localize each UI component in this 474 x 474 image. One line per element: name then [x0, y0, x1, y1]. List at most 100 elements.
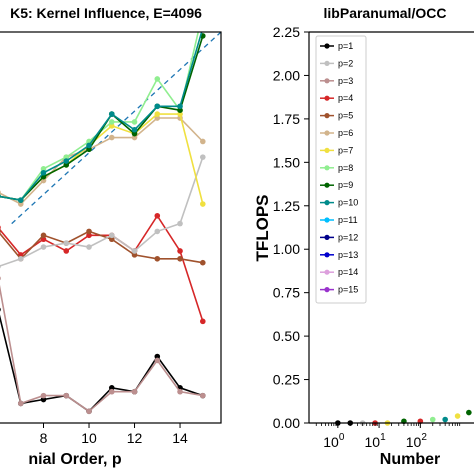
legend-label: p=1 [338, 41, 353, 51]
left-series-line-6 [0, 117, 204, 205]
right-x-tick-base: 10 [323, 434, 339, 450]
right-y-tick-label: 2.25 [273, 24, 300, 40]
left-series-line-4 [0, 230, 203, 264]
left-series-10-point-8 [177, 103, 183, 110]
left-chart-title: K5: Kernel Influence, E=4096 [10, 5, 202, 21]
legend-label: p=10 [338, 198, 358, 208]
legend-label: p=3 [338, 76, 353, 86]
legend-label: p=12 [338, 232, 358, 242]
left-series-9-point-4 [86, 146, 92, 153]
left-series-4-point-4 [86, 228, 92, 235]
left-series-6-point-1 [17, 201, 24, 207]
legend-marker [324, 200, 330, 206]
legend-item: p=4 [320, 93, 353, 103]
right-y-tick-label: 1.75 [273, 111, 300, 127]
legend-item: p=8 [320, 163, 353, 173]
left-series-line-10 [0, 32, 203, 201]
legend-marker [324, 182, 330, 188]
left-series-7-point-9 [199, 201, 206, 207]
right-x-axis-label: Number [380, 451, 440, 468]
left-series-3-point-3 [63, 248, 70, 254]
left-series-5-point-4 [86, 244, 92, 250]
legend-marker [324, 234, 330, 240]
left-series-9-point-3 [63, 162, 70, 168]
left-series-1-point-7 [154, 353, 161, 360]
left-series-7-point-7 [154, 111, 161, 117]
left-series-4-point-6 [131, 252, 138, 258]
left-series-line-2 [0, 284, 203, 413]
legend-label: p=6 [338, 128, 353, 138]
left-series-line-5 [0, 156, 204, 267]
right-data-point-10 [466, 409, 472, 416]
legend-marker [324, 165, 330, 171]
left-series-2-point-3 [63, 392, 70, 399]
left-series-6-point-6 [131, 134, 138, 141]
left-series-6-point-5 [108, 134, 115, 141]
right-y-tick-label: 1.50 [273, 154, 300, 170]
left-series-7-point-8 [177, 111, 183, 117]
left-series-7-point-5 [108, 123, 115, 129]
left-series-5-point-3 [63, 240, 70, 246]
left-series-3-point-0 [0, 225, 1, 230]
left-series-2-point-4 [86, 408, 92, 415]
left-series-2-point-7 [154, 357, 161, 364]
left-series-8-point-7 [154, 76, 161, 82]
left-series-4-point-8 [177, 255, 183, 262]
left-chart: K5: Kernel Influence, E=4096 8 10 12 14 nia… [0, 5, 222, 468]
legend-label: p=13 [338, 250, 358, 260]
left-series-10-point-5 [108, 111, 115, 117]
legend-marker [324, 252, 330, 258]
left-series-10-point-6 [131, 126, 138, 133]
right-x-tick-exponent: 2 [421, 432, 427, 443]
left-series-8-point-3 [63, 154, 70, 160]
left-series-10-point-0 [0, 194, 1, 199]
right-y-axis-label: TFLOPS [253, 194, 272, 261]
left-series-10-point-7 [154, 103, 161, 110]
left-series-line-1 [0, 314, 204, 413]
left-x-ticks: 8 10 12 14 [40, 423, 188, 446]
left-series-2-point-9 [199, 392, 206, 399]
left-series-1-point-2 [40, 396, 47, 403]
left-x-axis-label: nial Order, p [28, 451, 122, 468]
legend-item: p=15 [320, 285, 358, 295]
legend-item: p=12 [320, 232, 358, 242]
legend-label: p=5 [338, 111, 353, 121]
left-series-5-point-2 [40, 244, 47, 250]
right-x-tick-base: 10 [365, 434, 381, 450]
left-series-8-point-6 [131, 119, 138, 125]
left-series-1-point-5 [108, 385, 115, 391]
right-chart: libParanumal/OCC 0.00 0.25 0.50 0.75 1.00 1.2… [253, 5, 474, 468]
left-x-tick-label: 14 [172, 430, 188, 446]
legend-marker [324, 78, 330, 84]
left-series-10-point-2 [40, 169, 47, 176]
legend-item: p=13 [320, 250, 358, 260]
left-x-tick-label: 12 [127, 430, 143, 446]
right-y-tick-label: 0.75 [273, 285, 300, 301]
right-x-tick-label: 101 [365, 432, 387, 450]
legend-marker [324, 130, 330, 136]
right-y-tick-label: 1.25 [273, 198, 300, 214]
right-y-ticks: 0.00 0.25 0.50 0.75 1.00 1.25 1.50 1.75 2.00 2.25 [273, 24, 309, 431]
left-series-3-point-8 [177, 248, 183, 254]
left-series-2-point-2 [40, 392, 47, 399]
right-x-ticks: 100 101 102 [315, 423, 461, 450]
left-series-5-point-0 [0, 264, 1, 269]
legend-label: p=8 [338, 163, 353, 173]
legend-label: p=14 [338, 267, 358, 277]
right-x-tick-exponent: 0 [339, 432, 345, 443]
left-series-3-point-9 [199, 318, 206, 325]
right-y-tick-label: 2.00 [273, 67, 300, 83]
left-series-line-9 [0, 35, 204, 201]
left-series-5-point-5 [108, 232, 115, 239]
left-series-10-point-3 [63, 158, 70, 164]
legend-item: p=9 [320, 180, 353, 190]
right-data-point-7 [429, 416, 436, 423]
legend-marker [324, 147, 330, 153]
left-series-4-point-7 [154, 255, 161, 262]
legend-item: p=6 [320, 128, 353, 138]
legend-item: p=5 [320, 111, 353, 121]
legend-marker [324, 60, 330, 66]
left-series-5-point-1 [17, 255, 24, 262]
left-series-2-point-1 [17, 400, 24, 407]
legend-item: p=14 [320, 267, 358, 277]
